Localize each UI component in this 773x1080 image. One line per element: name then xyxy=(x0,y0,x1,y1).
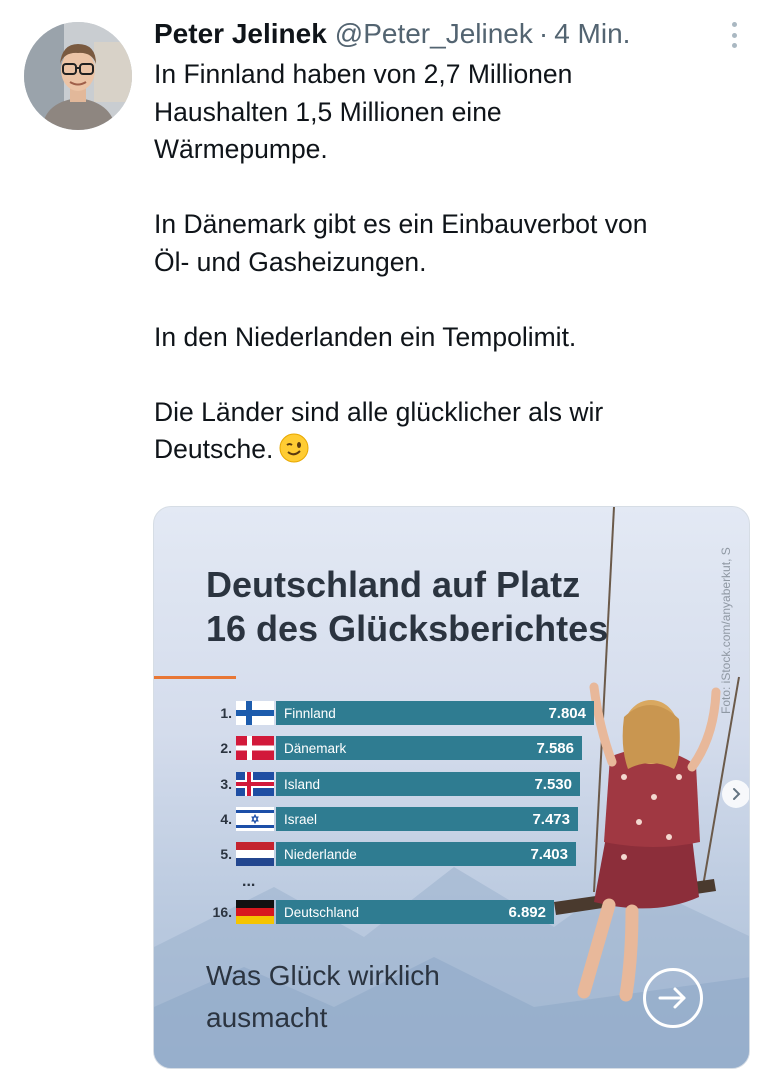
iceland-flag-icon xyxy=(236,772,274,796)
tweet-line: Haushalten 1,5 Millionen eine xyxy=(154,96,502,127)
country-name: Niederlande xyxy=(284,846,357,862)
score-value: 6.892 xyxy=(508,903,546,921)
tweet-line: Öl- und Gasheizungen. xyxy=(154,246,427,277)
chevron-right-icon xyxy=(733,788,741,800)
ranking-row: 3. Island 7.530 xyxy=(200,771,580,797)
tweet-line-last: Deutsche. xyxy=(154,431,754,469)
germany-flag-icon xyxy=(236,900,274,924)
author-handle[interactable]: @Peter_Jelinek xyxy=(334,18,533,49)
ranking-bar: Niederlande 7.403 xyxy=(276,842,576,866)
israel-flag-icon xyxy=(236,807,274,831)
rank-number: 2. xyxy=(220,740,232,756)
author-avatar[interactable] xyxy=(24,22,132,130)
country-name: Dänemark xyxy=(284,740,347,756)
netherlands-flag-icon xyxy=(236,842,274,866)
ranking-bar: Dänemark 7.586 xyxy=(276,736,582,760)
denmark-flag-icon xyxy=(236,736,274,760)
arrow-right-icon xyxy=(658,987,686,1009)
rank-number: 5. xyxy=(220,846,232,862)
tweet-timestamp[interactable]: 4 Min. xyxy=(554,18,631,49)
rank-number: 16. xyxy=(212,904,232,920)
tweet-header: Peter Jelinek @Peter_Jelinek · 4 Min. xyxy=(154,14,630,54)
tweet-line: In Finnland haben von 2,7 Millionen xyxy=(154,59,573,89)
score-value: 7.586 xyxy=(536,739,574,757)
country-name: Israel xyxy=(284,811,318,827)
ranking-row-highlight: 16. Deutschland 6.892 xyxy=(200,899,554,925)
finland-flag-icon xyxy=(236,701,274,725)
avatar-photo xyxy=(24,22,132,130)
separator-dot: · xyxy=(538,18,549,49)
photo-credit: Foto: iStock.com/anyaberkut, S xyxy=(719,547,733,714)
score-value: 7.804 xyxy=(548,704,586,722)
score-value: 7.403 xyxy=(530,845,568,863)
ranking-row: 5. Niederlande 7.403 xyxy=(200,841,576,867)
tweet-line: Die Länder sind alle glücklicher als wir xyxy=(154,396,604,427)
tweet-line: In den Niederlanden ein Tempolimit. xyxy=(154,321,577,352)
card-subline: Was Glück wirklich ausmacht xyxy=(206,960,440,1033)
rank-number: 4. xyxy=(220,811,232,827)
ranking-row: 2. Dänemark 7.586 xyxy=(200,735,582,761)
tweet-text: In Finnland haben von 2,7 Millionen Haus… xyxy=(154,56,754,469)
country-name: Island xyxy=(284,776,321,792)
ranking-bar: Deutschland 6.892 xyxy=(276,900,554,924)
arrow-right-button[interactable] xyxy=(643,968,703,1028)
wink-emoji-icon xyxy=(279,433,309,463)
country-name: Deutschland xyxy=(284,904,360,920)
tweet-line: Wärmepumpe. xyxy=(154,134,328,164)
accent-divider xyxy=(154,676,236,679)
media-card[interactable]: Foto: iStock.com/anyaberkut, S Deutschla… xyxy=(153,506,750,1069)
carousel-next-button[interactable] xyxy=(722,780,749,808)
more-options-icon[interactable] xyxy=(722,20,746,50)
ranking-row: 4. Israel 7.473 xyxy=(200,806,578,832)
tweet-line: In Dänemark gibt es ein Einbauverbot von xyxy=(154,209,648,239)
ranking-ellipsis: ... xyxy=(242,873,256,890)
ranking-bar: Finnland 7.804 xyxy=(276,701,594,725)
card-title: Deutschland auf Platz 16 des Glücksberic… xyxy=(206,564,609,649)
country-name: Finnland xyxy=(284,705,336,721)
score-value: 7.473 xyxy=(532,810,570,828)
rank-number: 1. xyxy=(220,705,232,721)
author-name[interactable]: Peter Jelinek xyxy=(154,18,327,49)
ranking-bar: Island 7.530 xyxy=(276,772,580,796)
rank-number: 3. xyxy=(220,776,232,792)
ranking-bar: Israel 7.473 xyxy=(276,807,578,831)
score-value: 7.530 xyxy=(534,775,572,793)
ranking-row: 1. Finnland 7.804 xyxy=(200,700,594,726)
